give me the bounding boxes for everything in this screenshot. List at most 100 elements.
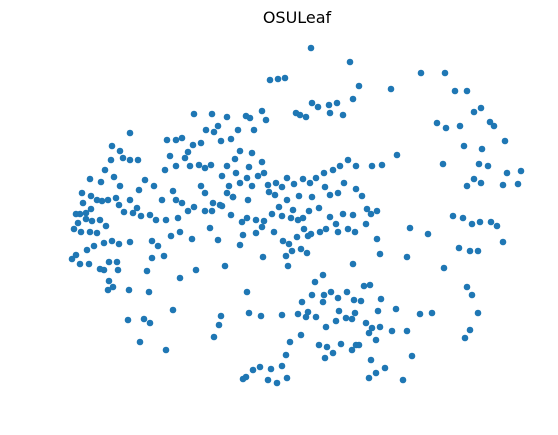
data-point <box>302 313 310 321</box>
data-point <box>339 111 347 119</box>
data-point <box>264 376 272 384</box>
data-point <box>393 151 401 159</box>
data-point <box>76 260 84 268</box>
data-point <box>433 119 441 127</box>
data-point <box>260 169 268 177</box>
data-point <box>86 228 94 236</box>
data-point <box>236 147 244 155</box>
data-point <box>119 154 127 162</box>
data-point <box>88 217 96 225</box>
data-point <box>348 315 356 323</box>
data-point <box>351 309 359 317</box>
data-point <box>332 220 340 228</box>
data-point <box>439 160 447 168</box>
data-point <box>320 291 328 299</box>
data-point <box>296 111 304 119</box>
data-point <box>136 338 144 346</box>
data-point <box>102 222 110 230</box>
data-point <box>145 288 153 296</box>
data-point <box>223 162 231 170</box>
data-point <box>463 182 471 190</box>
data-point <box>227 135 235 143</box>
data-point <box>134 156 142 164</box>
data-point <box>461 334 469 342</box>
data-point <box>463 87 471 95</box>
data-point <box>238 218 246 226</box>
data-point <box>239 231 247 239</box>
data-point <box>258 223 266 231</box>
data-point <box>381 364 389 372</box>
data-point <box>208 110 216 118</box>
data-point <box>403 253 411 261</box>
data-point <box>352 185 360 193</box>
data-point <box>455 244 463 252</box>
data-point <box>201 164 209 172</box>
data-point <box>270 228 278 236</box>
data-point <box>260 217 268 225</box>
data-point <box>120 208 128 216</box>
data-point <box>477 179 485 187</box>
data-point <box>299 175 307 183</box>
data-point <box>334 189 342 197</box>
data-point <box>146 211 154 219</box>
data-point <box>217 312 225 320</box>
data-point <box>304 308 312 316</box>
data-point <box>256 363 264 371</box>
scatter-points <box>68 44 525 387</box>
data-point <box>214 236 222 244</box>
data-point <box>373 207 381 215</box>
data-point <box>308 193 316 201</box>
data-point <box>468 220 476 228</box>
data-point <box>478 145 486 153</box>
data-point <box>322 225 330 233</box>
data-point <box>408 352 416 360</box>
data-point <box>210 128 218 136</box>
data-point <box>105 258 113 266</box>
data-point <box>342 314 350 322</box>
data-point <box>334 294 342 302</box>
data-point <box>190 110 198 118</box>
data-point <box>320 169 328 177</box>
data-point <box>218 202 226 210</box>
data-point <box>167 232 175 240</box>
data-point <box>368 324 376 332</box>
data-point <box>258 107 266 115</box>
data-point <box>116 147 124 155</box>
data-point <box>133 204 141 212</box>
data-point <box>378 161 386 169</box>
data-point <box>403 327 411 335</box>
data-point <box>150 182 158 190</box>
data-point <box>286 338 294 346</box>
data-point <box>192 266 200 274</box>
data-point <box>314 103 322 111</box>
data-point <box>137 212 145 220</box>
data-point <box>74 219 82 227</box>
data-point <box>243 288 251 296</box>
data-point <box>93 229 101 237</box>
data-point <box>440 264 448 272</box>
data-point <box>289 206 297 214</box>
data-point <box>184 207 192 215</box>
data-point <box>245 163 253 171</box>
data-point <box>367 356 375 364</box>
data-point <box>441 69 449 77</box>
data-point <box>124 316 132 324</box>
data-point <box>114 266 122 274</box>
data-point <box>190 203 198 211</box>
data-point <box>275 203 283 211</box>
data-point <box>293 233 301 241</box>
data-point <box>344 225 352 233</box>
data-point <box>312 174 320 182</box>
data-point <box>321 183 329 191</box>
data-point <box>339 210 347 218</box>
data-point <box>72 251 80 259</box>
data-point <box>243 214 251 222</box>
data-point <box>245 309 253 317</box>
data-point <box>278 362 286 370</box>
data-point <box>323 343 331 351</box>
data-point <box>96 265 104 273</box>
data-point <box>206 224 214 232</box>
data-point <box>319 298 327 306</box>
data-point <box>477 104 485 112</box>
data-point <box>208 207 216 215</box>
